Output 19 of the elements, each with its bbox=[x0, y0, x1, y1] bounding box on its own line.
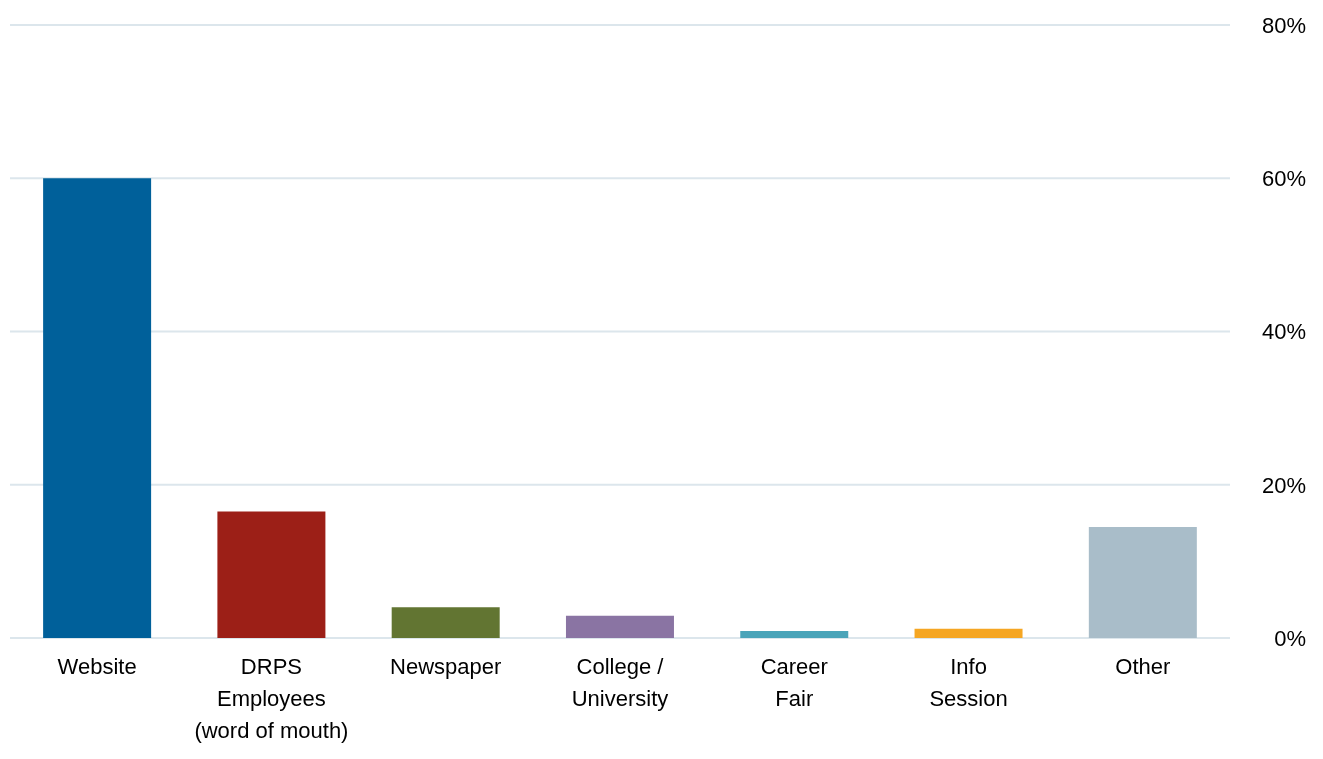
x-tick-label: Website bbox=[57, 654, 137, 679]
bar bbox=[565, 615, 674, 638]
x-tick-label: DRPS Employees (word of mouth) bbox=[194, 654, 349, 743]
x-tick-label: Other bbox=[1115, 654, 1171, 679]
y-tick-label: 60% bbox=[1261, 166, 1306, 192]
y-tick-label: 20% bbox=[1261, 472, 1306, 498]
y-tick-label: 0% bbox=[1274, 625, 1306, 651]
bar bbox=[391, 607, 500, 638]
bar bbox=[1088, 526, 1197, 638]
y-tick-label: 40% bbox=[1261, 319, 1306, 345]
bar bbox=[43, 178, 152, 638]
x-tick-label: College / University bbox=[571, 654, 669, 711]
x-tick-label: Career Fair bbox=[760, 654, 828, 711]
x-tick-label: Info Session bbox=[929, 654, 1008, 711]
bar bbox=[914, 628, 1023, 638]
x-tick-label: Newspaper bbox=[390, 654, 502, 679]
bar bbox=[217, 511, 326, 638]
y-tick-label: 80% bbox=[1261, 12, 1306, 38]
bar bbox=[740, 631, 849, 638]
